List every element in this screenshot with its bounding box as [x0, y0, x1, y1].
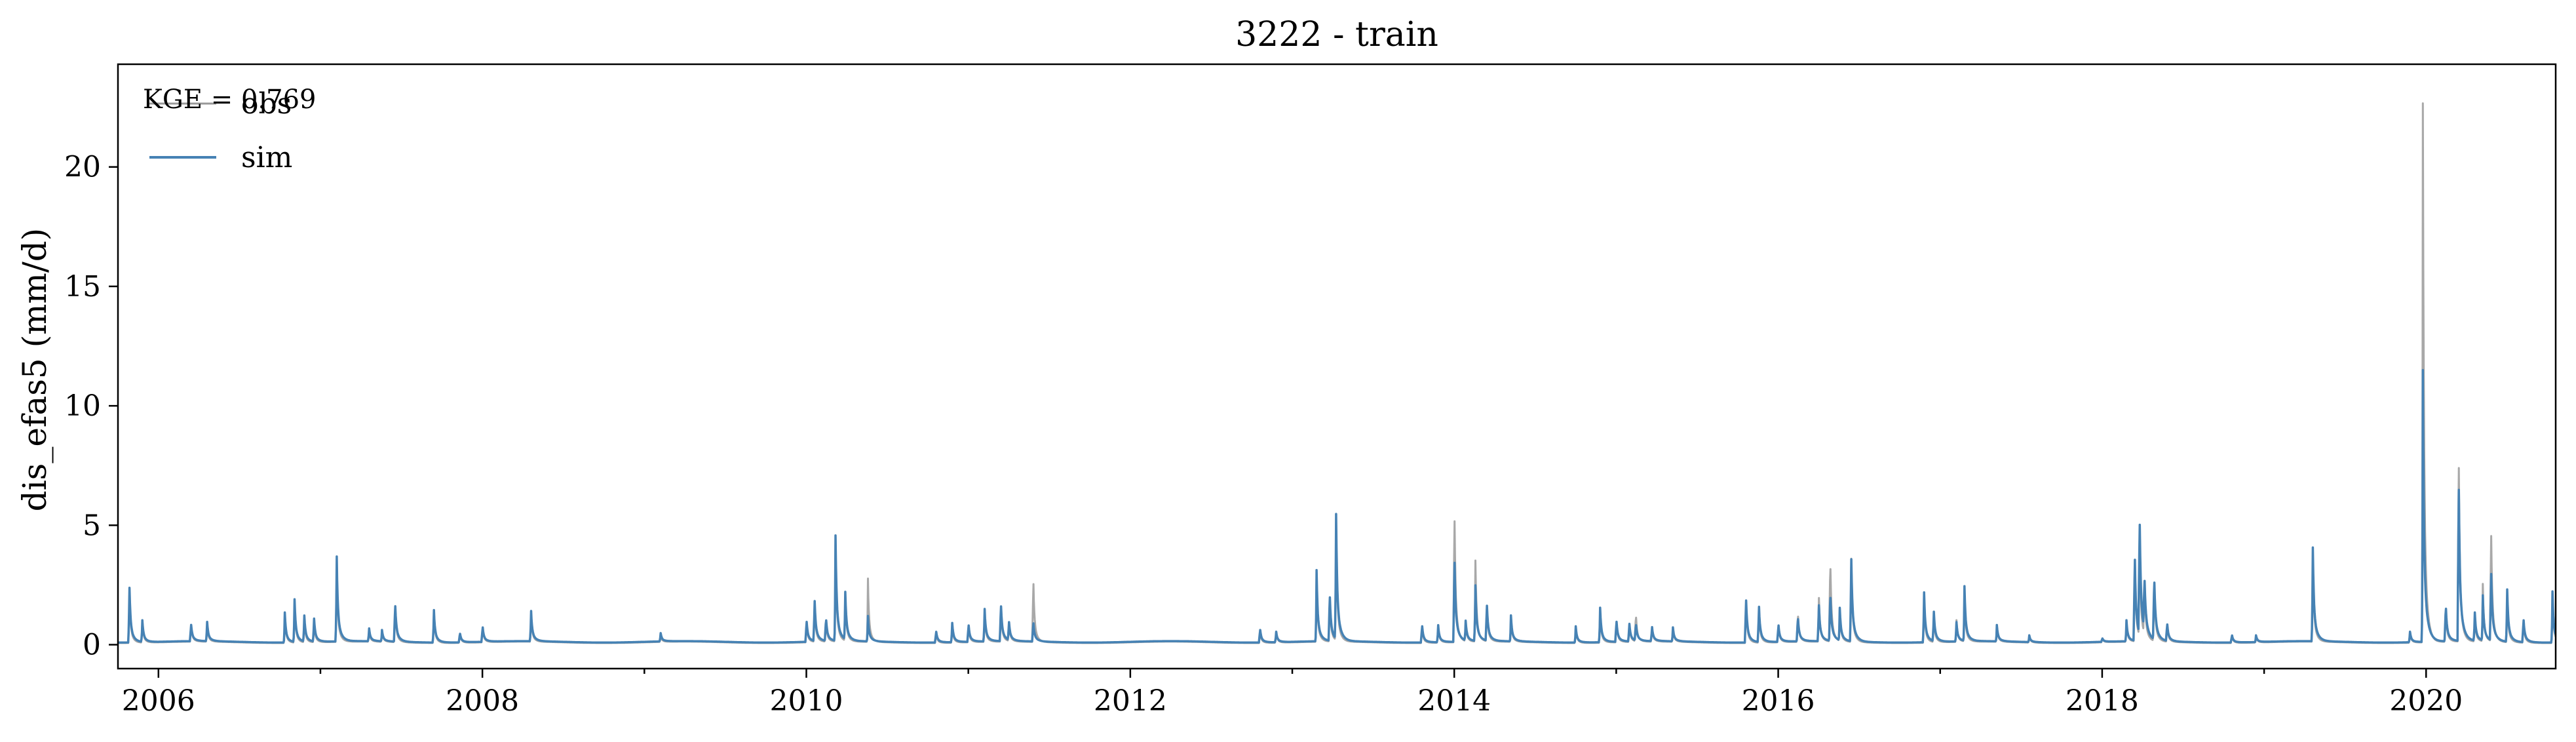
x-tick-label: 2014 — [1417, 684, 1491, 718]
chart-title: 3222 - train — [1235, 15, 1438, 54]
y-tick-label: 15 — [64, 270, 101, 303]
x-tick-label: 2008 — [446, 684, 519, 718]
legend-label-obs: obs — [241, 87, 292, 121]
x-tick-label: 2016 — [1742, 684, 1815, 718]
y-axis-label: dis_efas5 (mm/d) — [16, 228, 54, 512]
plot-area — [118, 102, 2556, 644]
y-tick-label: 10 — [64, 389, 101, 423]
x-tick-label: 2018 — [2066, 684, 2139, 718]
kge-annotation: KGE = 0.769 — [143, 85, 317, 115]
y-tick-label: 0 — [83, 629, 101, 662]
x-tick-label: 2006 — [122, 684, 195, 718]
x-axis: 2006 2008 2010 2012 2014 2016 2018 2020 — [122, 669, 2463, 718]
y-tick-label: 5 — [83, 509, 101, 542]
x-tick-label: 2020 — [2389, 684, 2463, 718]
legend: obs sim — [149, 87, 292, 174]
y-axis: 0 5 10 15 20 — [64, 151, 118, 662]
y-tick-label: 20 — [64, 151, 101, 184]
legend-label-sim: sim — [241, 141, 292, 174]
series-line-sim — [118, 368, 2556, 644]
x-tick-label: 2012 — [1094, 684, 1167, 718]
axes-frame — [117, 63, 2557, 670]
x-tick-label: 2010 — [770, 684, 843, 718]
